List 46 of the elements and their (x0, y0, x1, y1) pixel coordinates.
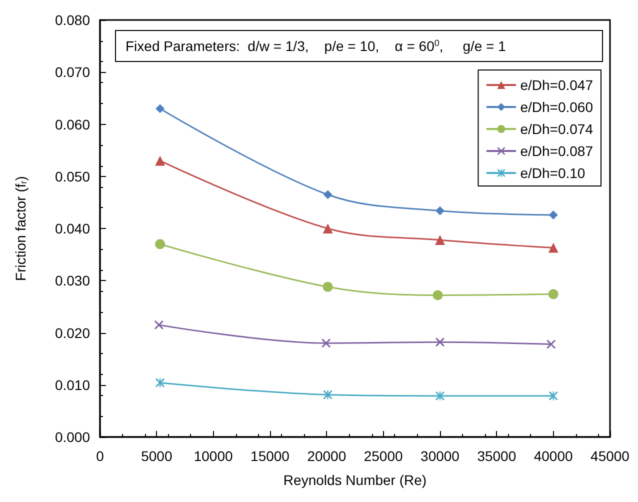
point (155, 239, 166, 250)
y-tick-label: 0.060 (54, 116, 90, 132)
legend-label: e/Dh=0.10 (520, 165, 586, 181)
y-tick-label: 0.070 (54, 64, 90, 80)
y-tick-label: 0.080 (54, 12, 90, 28)
x-tick-label: 25000 (364, 448, 404, 464)
point (548, 210, 558, 220)
point (432, 290, 443, 300)
y-axis-title: Friction factor (fr) (12, 176, 28, 281)
x-tick-label: 10000 (194, 448, 234, 464)
point (156, 378, 165, 388)
legend-label: e/Dh=0.087 (520, 143, 594, 159)
point (548, 391, 558, 400)
y-tick-label: 0.040 (54, 220, 90, 236)
y-tick-label: 0.000 (54, 429, 90, 445)
x-axis-title: Reynolds Number (Re) (283, 472, 427, 488)
point (546, 340, 556, 349)
x-tick-label: 40000 (534, 448, 574, 464)
x-tick-label: 15000 (250, 448, 290, 464)
point (436, 391, 444, 400)
point (154, 320, 164, 330)
y-tick-label: 0.020 (54, 324, 90, 341)
point (435, 234, 445, 245)
x-tick-label: 45000 (590, 448, 630, 464)
x-tick-label: 35000 (477, 448, 516, 464)
point (156, 104, 165, 114)
legend-label: e/Dh=0.074 (520, 121, 594, 137)
legend-label: e/Dh=0.060 (520, 99, 594, 115)
point (548, 289, 558, 300)
y-tick-label: 0.050 (54, 168, 90, 184)
point (436, 206, 444, 216)
x-tick-label: 30000 (420, 448, 460, 464)
y-tick-label: 0.010 (54, 376, 90, 393)
point (155, 156, 166, 166)
x-tick-label: 5000 (141, 448, 172, 464)
x-tick-label: 0 (96, 448, 104, 464)
point (436, 338, 444, 347)
point (322, 282, 333, 292)
point (548, 242, 558, 253)
point (322, 338, 331, 348)
x-tick-label: 20000 (307, 448, 346, 464)
point (323, 390, 332, 400)
point (323, 190, 332, 200)
y-tick-label: 0.030 (54, 272, 90, 289)
legend-label: e/Dh=0.047 (520, 77, 594, 93)
point (322, 224, 333, 234)
